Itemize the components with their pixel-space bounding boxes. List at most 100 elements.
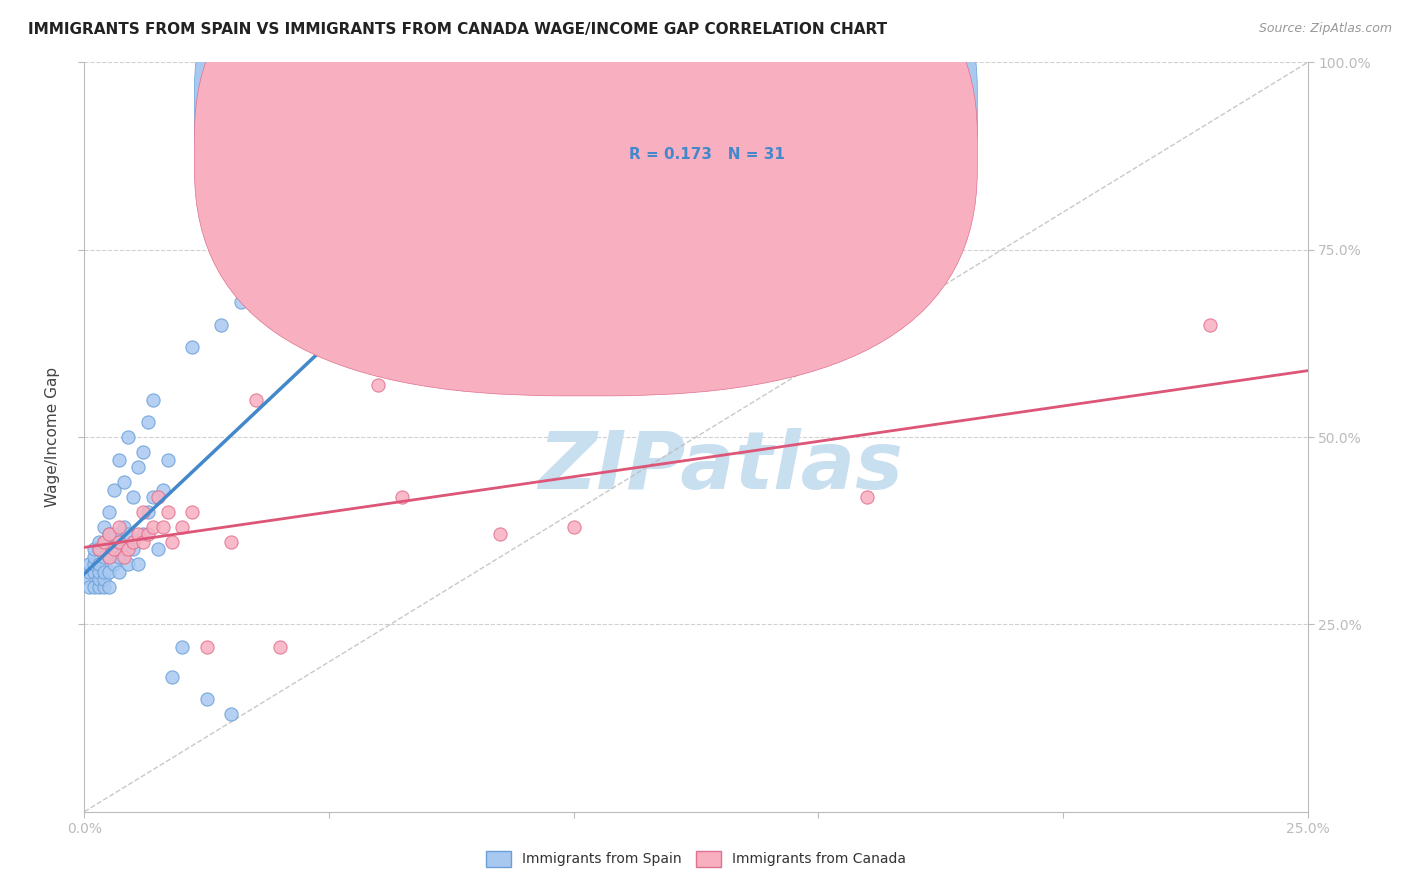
Point (162, 670, 184, 684)
Y-axis label: Wage/Income Gap: Wage/Income Gap (45, 367, 60, 508)
Point (107, 520, 129, 534)
Point (181, 340, 204, 354)
Point (209, 318, 232, 332)
Point (83, 558, 105, 572)
Point (489, 527, 512, 541)
Text: R = 0.567   N = 64: R = 0.567 N = 64 (628, 100, 785, 115)
Point (87, 535, 110, 549)
Point (112, 542, 135, 557)
FancyBboxPatch shape (194, 0, 977, 351)
Point (856, 490, 879, 504)
Point (112, 475, 135, 489)
Point (103, 542, 125, 557)
Point (77, 565, 100, 579)
Point (156, 452, 179, 467)
Point (245, 392, 267, 407)
Point (259, 280, 281, 294)
Point (122, 490, 145, 504)
Point (87, 565, 110, 579)
Text: Source: ZipAtlas.com: Source: ZipAtlas.com (1258, 22, 1392, 36)
Point (416, 205, 439, 219)
Point (172, 640, 194, 654)
Point (136, 505, 159, 519)
Point (83, 542, 105, 557)
Point (156, 505, 179, 519)
Point (93, 565, 115, 579)
Point (93, 535, 115, 549)
Point (229, 295, 252, 310)
Point (136, 415, 159, 429)
Point (195, 692, 218, 706)
Point (152, 483, 174, 497)
Point (195, 640, 218, 654)
Point (97, 505, 120, 519)
Point (142, 392, 165, 407)
Point (107, 565, 129, 579)
Point (219, 535, 242, 549)
Point (97, 565, 120, 579)
Point (77, 558, 100, 572)
Point (93, 580, 115, 594)
Point (132, 505, 155, 519)
Point (103, 558, 125, 572)
Point (122, 535, 145, 549)
Point (132, 527, 155, 541)
Point (112, 549, 135, 564)
Point (142, 520, 165, 534)
Point (219, 707, 242, 722)
Point (97, 549, 120, 564)
Point (93, 520, 115, 534)
Point (87, 573, 110, 587)
Point (97, 527, 120, 541)
Point (142, 490, 165, 504)
Point (97, 549, 120, 564)
Point (77, 580, 100, 594)
Point (127, 558, 149, 572)
Point (117, 527, 139, 541)
Point (93, 573, 115, 587)
Point (127, 527, 149, 541)
Point (87, 558, 110, 572)
Point (93, 535, 115, 549)
Point (97, 580, 120, 594)
Text: ZIPatlas: ZIPatlas (538, 428, 903, 506)
Point (107, 549, 129, 564)
Point (77, 573, 100, 587)
Point (103, 483, 125, 497)
Point (107, 535, 129, 549)
Point (87, 542, 110, 557)
Point (367, 280, 389, 294)
Point (181, 505, 204, 519)
Point (97, 527, 120, 541)
Point (562, 520, 585, 534)
Text: R = 0.173   N = 31: R = 0.173 N = 31 (628, 147, 785, 162)
Point (83, 549, 105, 564)
Point (103, 542, 125, 557)
Point (87, 542, 110, 557)
Point (107, 535, 129, 549)
Point (83, 580, 105, 594)
Point (132, 535, 155, 549)
Point (117, 558, 139, 572)
Point (342, 340, 364, 354)
Point (122, 542, 145, 557)
Point (146, 490, 169, 504)
Point (136, 527, 159, 541)
Point (152, 520, 174, 534)
FancyBboxPatch shape (550, 78, 880, 182)
Text: IMMIGRANTS FROM SPAIN VS IMMIGRANTS FROM CANADA WAGE/INCOME GAP CORRELATION CHAR: IMMIGRANTS FROM SPAIN VS IMMIGRANTS FROM… (28, 22, 887, 37)
Legend: Immigrants from Spain, Immigrants from Canada: Immigrants from Spain, Immigrants from C… (481, 845, 911, 872)
Point (107, 452, 129, 467)
Point (83, 565, 105, 579)
Point (93, 549, 115, 564)
Point (391, 490, 413, 504)
Point (103, 527, 125, 541)
Point (367, 377, 389, 392)
Point (269, 640, 291, 654)
Point (112, 520, 135, 534)
Point (132, 445, 155, 459)
Point (172, 520, 194, 534)
Point (87, 580, 110, 594)
Point (162, 535, 184, 549)
FancyBboxPatch shape (194, 0, 977, 396)
